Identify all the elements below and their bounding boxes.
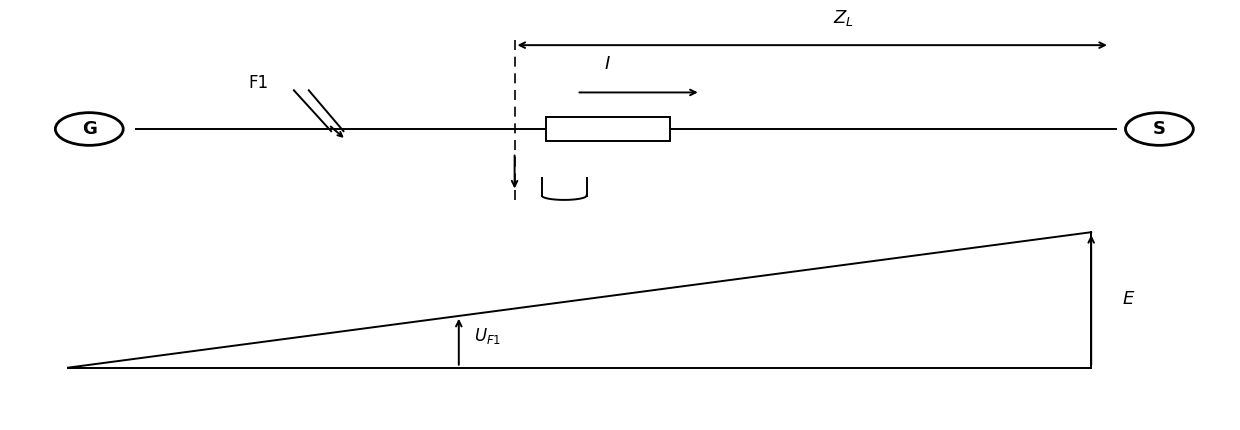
Text: $Z_L$: $Z_L$ (833, 8, 853, 28)
Text: S: S (1153, 120, 1166, 138)
Text: G: G (82, 120, 97, 138)
Text: I: I (605, 55, 610, 73)
Text: $U_{F1}$: $U_{F1}$ (474, 326, 501, 346)
Bar (546, 117, 670, 141)
Text: E: E (1122, 290, 1133, 308)
Text: F1: F1 (248, 74, 268, 92)
